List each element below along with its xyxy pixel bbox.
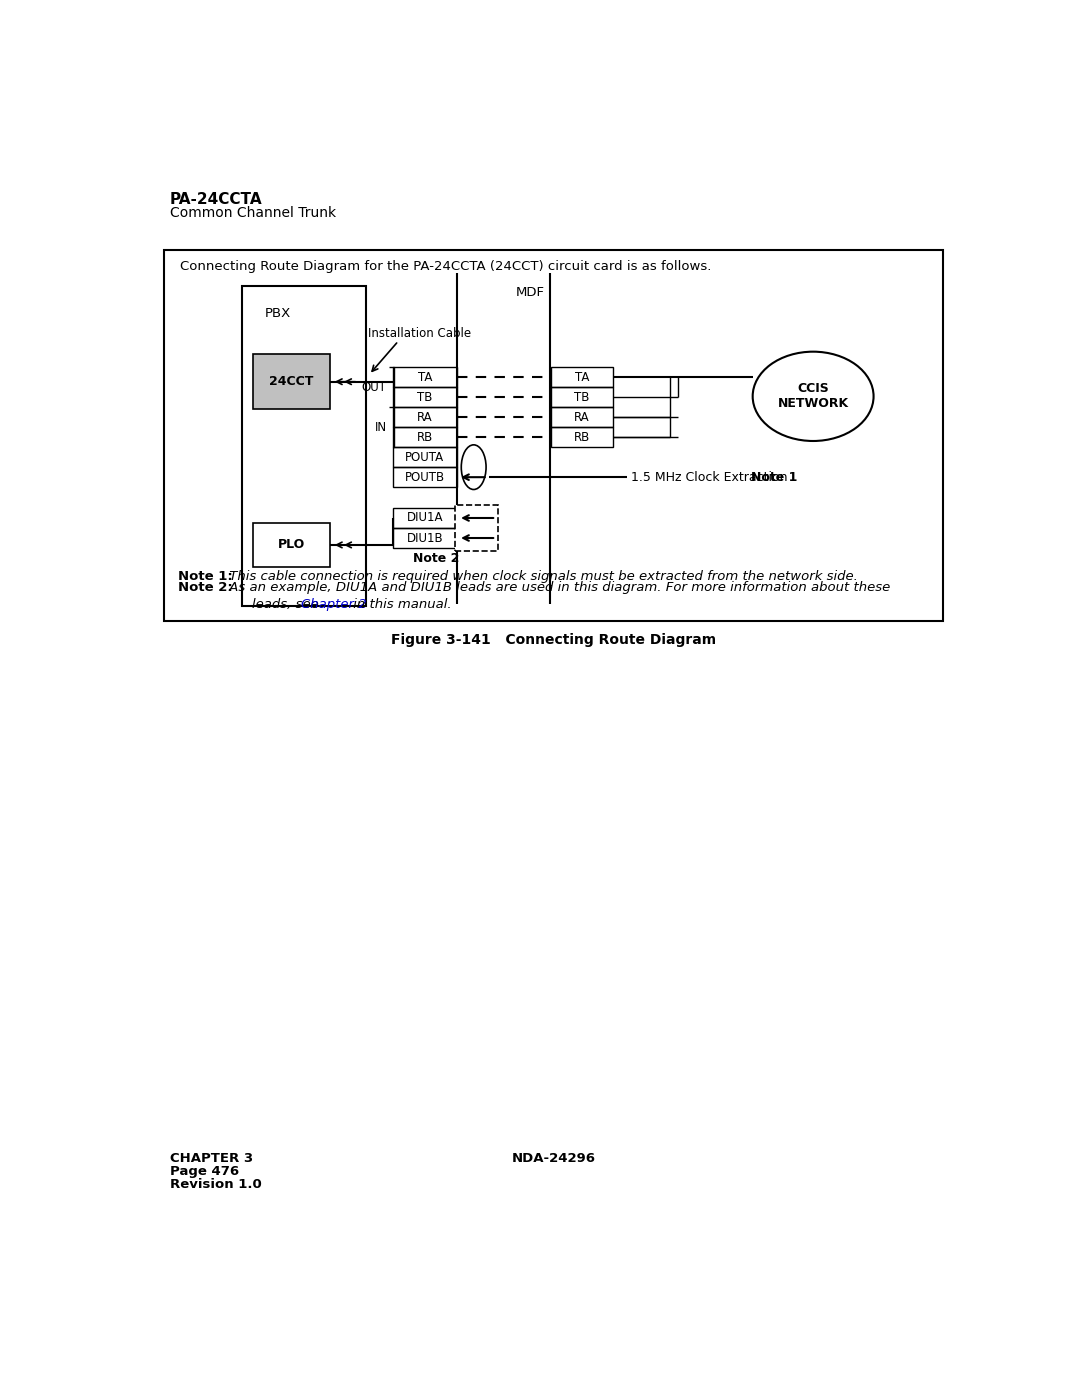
Bar [393,447,457,467]
Ellipse shape [461,444,486,489]
Bar [551,387,613,407]
Text: TB: TB [417,391,432,404]
Text: MDF: MDF [516,286,544,299]
Text: POUTA: POUTA [405,451,444,464]
Text: Revision 1.0: Revision 1.0 [170,1178,261,1192]
Bar [393,387,457,407]
Text: TA: TA [575,370,590,384]
Text: PA-24CCTA: PA-24CCTA [170,193,262,208]
Bar [393,509,457,528]
Ellipse shape [753,352,874,441]
Bar [551,367,613,387]
Bar [393,528,457,548]
Bar [164,250,943,622]
Text: RA: RA [417,411,433,423]
Text: Figure 3-141   Connecting Route Diagram: Figure 3-141 Connecting Route Diagram [391,633,716,647]
Text: This cable connection is required when clock signals must be extracted from the : This cable connection is required when c… [225,570,858,583]
Text: NDA-24296: NDA-24296 [512,1153,595,1165]
Text: leads, see: leads, see [252,598,323,610]
Text: Connecting Route Diagram for the PA-24CCTA (24CCT) circuit card is as follows.: Connecting Route Diagram for the PA-24CC… [180,260,712,274]
Text: RA: RA [575,411,590,423]
Text: IN: IN [375,420,387,433]
Text: As an example, DIU1A and DIU1B leads are used in this diagram. For more informat: As an example, DIU1A and DIU1B leads are… [225,581,890,594]
Text: CHAPTER 3: CHAPTER 3 [170,1153,253,1165]
Bar [393,467,457,488]
Text: Note 1: Note 1 [751,471,797,483]
Bar [393,407,457,427]
Bar [551,427,613,447]
Text: PBX: PBX [265,307,291,320]
Text: RB: RB [575,430,591,444]
Text: 1.5 MHz Clock Extraction: 1.5 MHz Clock Extraction [631,471,796,483]
Text: Chapter 2: Chapter 2 [301,598,366,610]
Text: Note 1:: Note 1: [178,570,233,583]
Text: PLO: PLO [278,538,306,552]
Text: OUT: OUT [362,380,387,394]
Text: Page 476: Page 476 [170,1165,239,1178]
Text: TA: TA [418,370,432,384]
Bar [393,367,457,387]
Bar [393,427,457,447]
Bar [242,286,366,606]
Text: CCIS
NETWORK: CCIS NETWORK [778,383,849,411]
Text: DIU1B: DIU1B [406,531,443,545]
Bar [253,353,330,409]
Text: RB: RB [417,430,433,444]
Text: DIU1A: DIU1A [406,511,443,524]
Text: Installation Cable: Installation Cable [367,327,471,339]
Text: TB: TB [575,391,590,404]
Text: Note 2: Note 2 [414,552,460,566]
Text: Note 2:: Note 2: [178,581,233,594]
Text: POUTB: POUTB [405,471,445,483]
Bar [455,504,498,550]
Text: Common Channel Trunk: Common Channel Trunk [170,207,336,221]
Text: in this manual.: in this manual. [349,598,451,610]
Bar [551,407,613,427]
Bar [253,522,330,567]
Text: 24CCT: 24CCT [269,376,313,388]
